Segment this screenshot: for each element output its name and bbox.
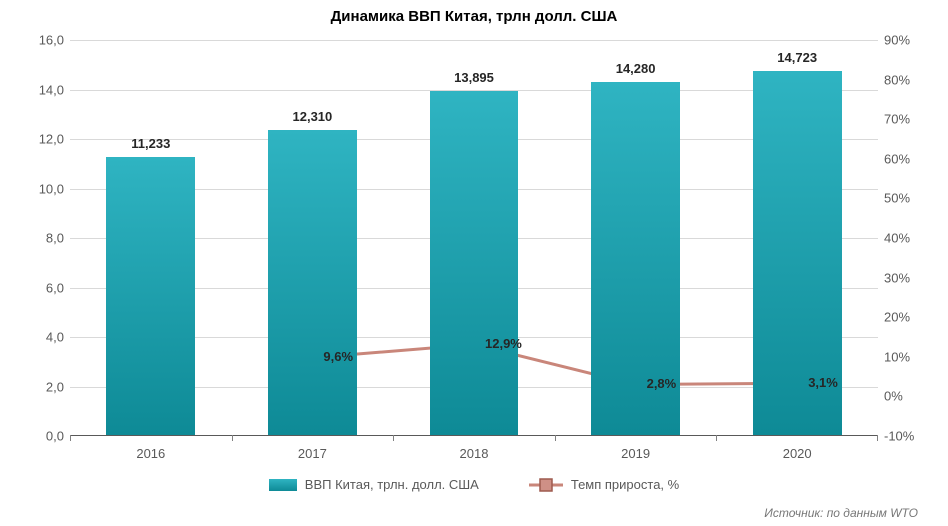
y2-tick-label: 50%: [884, 191, 934, 206]
source-note: Источник: по данным WTO: [764, 506, 918, 520]
x-tick-label: 2016: [136, 446, 165, 461]
y1-tick-label: 6,0: [20, 280, 64, 295]
x-tick-label: 2017: [298, 446, 327, 461]
legend-item-line: Темп прироста, %: [529, 477, 679, 492]
bar-value-label: 14,280: [616, 61, 656, 76]
x-tick-label: 2020: [783, 446, 812, 461]
y1-tick-label: 12,0: [20, 132, 64, 147]
y2-tick-label: 60%: [884, 151, 934, 166]
bar: [106, 157, 195, 435]
legend-bar-swatch: [269, 479, 297, 491]
x-tick-label: 2019: [621, 446, 650, 461]
y2-tick-label: 90%: [884, 33, 934, 48]
y1-tick-label: 8,0: [20, 231, 64, 246]
legend: ВВП Китая, трлн. долл. США Темп прироста…: [0, 477, 948, 492]
y1-tick-label: 0,0: [20, 429, 64, 444]
y2-tick-label: 0%: [884, 389, 934, 404]
legend-item-bars: ВВП Китая, трлн. долл. США: [269, 477, 479, 492]
legend-bar-label: ВВП Китая, трлн. долл. США: [305, 477, 479, 492]
line-value-label: 9,6%: [323, 349, 353, 364]
bar-value-label: 11,233: [131, 136, 170, 151]
y2-tick-label: 40%: [884, 231, 934, 246]
chart-container: Динамика ВВП Китая, трлн долл. США 0,02,…: [0, 0, 948, 526]
y1-tick-label: 4,0: [20, 330, 64, 345]
y2-tick-label: 30%: [884, 270, 934, 285]
line-value-label: 3,1%: [808, 375, 838, 390]
bar: [430, 91, 519, 435]
bar-value-label: 12,310: [293, 109, 333, 124]
y2-tick-label: 80%: [884, 72, 934, 87]
y1-tick-label: 2,0: [20, 379, 64, 394]
y2-tick-label: 70%: [884, 112, 934, 127]
y1-tick-label: 14,0: [20, 82, 64, 97]
y1-tick-label: 10,0: [20, 181, 64, 196]
bar: [268, 130, 357, 435]
bar-value-label: 13,895: [454, 70, 494, 85]
y2-tick-label: 10%: [884, 349, 934, 364]
y1-tick-label: 16,0: [20, 33, 64, 48]
y2-tick-label: 20%: [884, 310, 934, 325]
bar-value-label: 14,723: [777, 50, 817, 65]
y2-tick-label: -10%: [884, 429, 934, 444]
line-value-label: 2,8%: [647, 376, 677, 391]
plot-area: 0,02,04,06,08,010,012,014,016,0-10%0%10%…: [70, 40, 878, 436]
chart-title: Динамика ВВП Китая, трлн долл. США: [0, 8, 948, 25]
x-tick-label: 2018: [460, 446, 489, 461]
line-value-label: 12,9%: [485, 336, 522, 351]
legend-line-swatch: [529, 478, 563, 492]
legend-line-label: Темп прироста, %: [571, 477, 679, 492]
